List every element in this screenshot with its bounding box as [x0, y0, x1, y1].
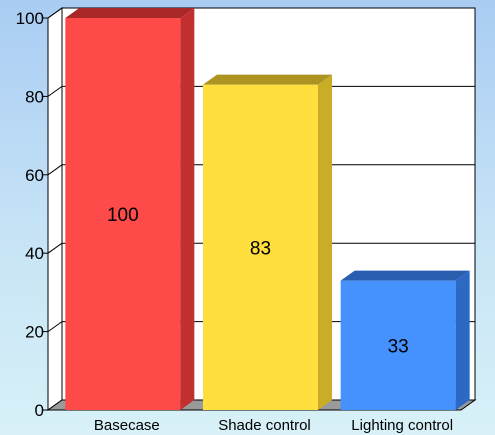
x-category-label: Shade control [218, 417, 311, 434]
y-tick-label: 100 [16, 9, 44, 28]
gridline-depth [47, 85, 63, 97]
bar-top [340, 270, 470, 281]
bar-front [340, 280, 456, 410]
labels: 0 20 40 60 80 100 100 Basecase 83 Shade control 33… [16, 9, 453, 434]
bar-top [65, 8, 195, 18]
data-label: 83 [250, 238, 271, 259]
bar-side [180, 8, 195, 410]
bars [65, 8, 470, 410]
bar-top [203, 74, 332, 85]
bar-front [65, 18, 181, 410]
y-tick-label: 0 [35, 401, 44, 420]
bar-side [455, 270, 470, 410]
y-axis [42, 17, 49, 411]
bar-side [318, 74, 332, 410]
x-category-label: Lighting control [351, 417, 453, 434]
gridline-depth [47, 321, 63, 333]
bar-0 [65, 8, 195, 410]
gridline-depth [47, 7, 63, 19]
x-category-label: Basecase [94, 417, 160, 434]
bar-2 [340, 270, 470, 410]
gridline-depth [47, 242, 63, 254]
y-tick-label: 80 [25, 87, 44, 106]
bar-front [203, 84, 318, 410]
data-label: 33 [388, 336, 409, 357]
gridline-depth [47, 164, 63, 176]
bar-1 [203, 74, 332, 410]
y-tick-label: 40 [25, 244, 44, 263]
y-tick-label: 60 [25, 166, 44, 185]
plot-left-wall [47, 7, 63, 411]
data-label: 100 [107, 205, 139, 226]
y-tick-label: 20 [25, 323, 44, 342]
